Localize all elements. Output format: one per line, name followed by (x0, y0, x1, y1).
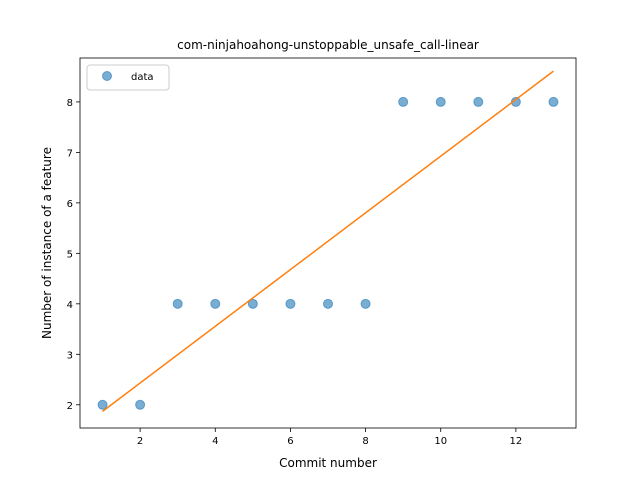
data-point (247, 298, 258, 309)
legend-box (86, 64, 170, 91)
y-tick-label: 6 (67, 199, 73, 210)
data-point (398, 96, 409, 107)
x-axis-label: Commit number (279, 456, 377, 470)
data-point (172, 298, 183, 309)
data-point (323, 298, 333, 309)
y-tick-label: 2 (67, 401, 73, 412)
data-point (473, 96, 484, 107)
data-point (210, 298, 221, 309)
y-axis-label: Number of instance of a feature (40, 147, 54, 339)
plot-area: 2 4 6 8 10 12 2 3 4 5 6 7 8 (67, 70, 559, 447)
fit-line (102, 70, 554, 412)
data-point (548, 96, 559, 107)
x-tick-label: 2 (137, 436, 143, 447)
data-point (97, 399, 108, 410)
x-tick-label: 6 (287, 436, 293, 447)
data-point (135, 399, 146, 410)
chart-title: com-ninjahoahong-unstoppable_unsafe_call… (177, 38, 479, 52)
legend: data (86, 64, 170, 91)
axes-frame (79, 57, 577, 429)
x-tick-label: 12 (510, 436, 523, 447)
x-tick-label: 4 (212, 436, 218, 447)
x-tick-label: 10 (434, 436, 447, 447)
y-tick-label: 3 (67, 350, 73, 361)
data-point (360, 298, 371, 309)
data-point (435, 96, 446, 107)
data-point (510, 96, 521, 107)
legend-label: data (131, 72, 154, 83)
y-tick-label: 7 (67, 148, 73, 159)
legend-marker (102, 71, 112, 81)
x-tick-label: 8 (362, 436, 368, 447)
y-tick-label: 4 (67, 300, 73, 311)
y-tick-label: 8 (67, 98, 73, 109)
data-point (285, 298, 296, 309)
y-tick-label: 5 (67, 249, 73, 260)
